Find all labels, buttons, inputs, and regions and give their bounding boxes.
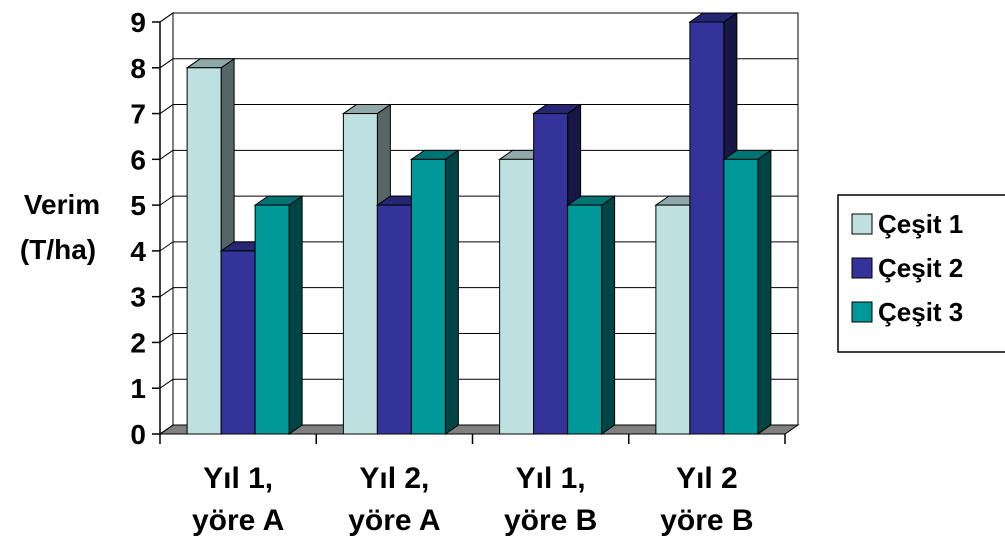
y-axis-title-line-2: (T/ha) (20, 234, 96, 265)
bar-side (288, 195, 303, 435)
bar-front (533, 113, 569, 435)
y-tick-label: 0 (130, 419, 146, 450)
bar-side (444, 149, 459, 435)
legend-swatch (851, 257, 873, 279)
bar-front (220, 250, 256, 435)
gridline-side (159, 333, 174, 343)
legend-item: Çeşit 1 (851, 209, 963, 239)
y-tick-label: 7 (130, 99, 146, 130)
bars (185, 12, 773, 435)
y-tick-label: 9 (130, 7, 146, 38)
bar-front (410, 158, 446, 435)
gridline-side (159, 287, 174, 298)
y-tick-label: 6 (130, 144, 146, 175)
y-axis-title-line-1: Verim (24, 189, 100, 220)
gridline-side (159, 195, 174, 206)
x-tick-label: yöre B (504, 504, 597, 537)
y-tick-label: 5 (130, 190, 146, 221)
bar (722, 149, 773, 435)
legend-item: Çeşit 2 (851, 253, 963, 283)
gridline-side (159, 241, 174, 252)
legend-label: Çeşit 3 (878, 297, 963, 327)
bar-front (254, 204, 290, 435)
legend-label: Çeşit 2 (878, 253, 963, 283)
gridline-side (159, 104, 174, 114)
x-tick-label: Yıl 2 (676, 462, 738, 495)
legend-item: Çeşit 3 (851, 297, 963, 327)
y-axis: 0 1 2 3 4 5 6 7 8 9 (130, 7, 161, 450)
bar (409, 149, 460, 435)
bar (253, 195, 304, 435)
bar-front (376, 204, 412, 435)
bar (688, 12, 739, 435)
x-axis-labels: Yıl 1, yöre A Yıl 2, yöre A Yıl 1, yöre B Yıl … (159, 434, 786, 537)
gridline-side (159, 149, 174, 160)
y-axis-title: Verim (T/ha) (20, 189, 100, 265)
bar-front (342, 113, 378, 435)
legend-swatch (851, 301, 873, 323)
bar-front (186, 67, 222, 435)
gridline-side (159, 12, 174, 23)
x-tick-label: yöre A (192, 504, 284, 537)
y-tick-label: 4 (130, 236, 146, 267)
x-tick-label: yöre B (660, 504, 753, 537)
y-tick-label: 3 (130, 282, 146, 313)
gridline-side (159, 58, 174, 69)
legend: Çeşit 1 Çeşit 2 Çeşit 3 (837, 194, 1005, 353)
legend-swatch (851, 213, 873, 235)
bar-side (757, 149, 772, 435)
x-tick-label: Yıl 2, (359, 462, 429, 495)
bar-front (723, 158, 759, 435)
legend-label: Çeşit 1 (878, 209, 963, 239)
y-tick-label: 2 (130, 327, 146, 358)
x-tick-label: Yıl 1, (516, 462, 586, 495)
bar-front (689, 21, 725, 435)
y-tick-label: 1 (130, 373, 146, 404)
y-tick-label: 8 (130, 53, 146, 84)
bar-front (499, 158, 535, 435)
side-wall (159, 12, 174, 435)
bar-front (567, 204, 603, 435)
bar-side (601, 195, 616, 435)
gridline-side (159, 378, 174, 389)
gridline-side (159, 424, 174, 435)
bar (566, 195, 617, 435)
bar-front (655, 204, 691, 435)
x-tick-label: Yıl 1, (203, 462, 273, 495)
x-tick-label: yöre A (348, 504, 440, 537)
